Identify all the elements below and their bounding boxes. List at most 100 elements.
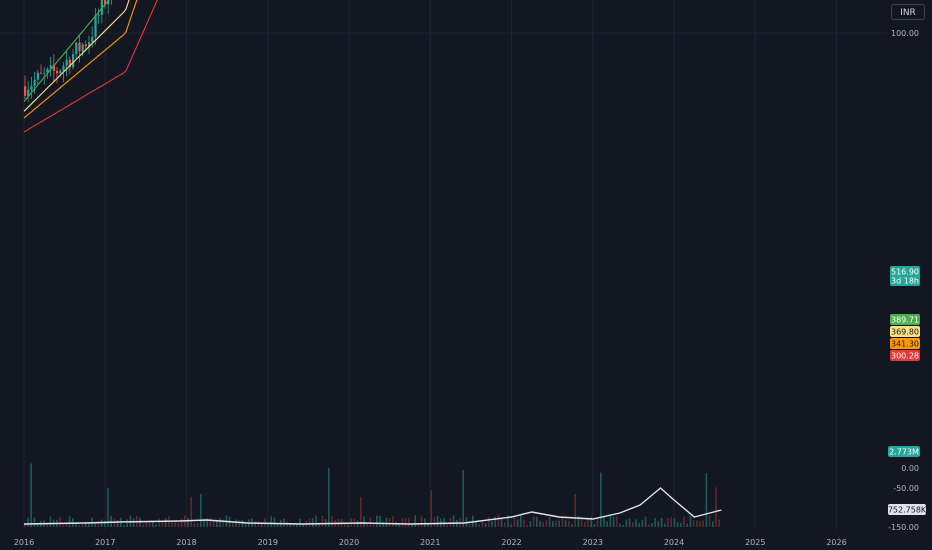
volume-bar <box>670 516 672 527</box>
volume-bar <box>568 520 570 527</box>
volume-bar <box>616 516 618 527</box>
volume-bar <box>491 521 493 527</box>
volume-bar <box>388 517 391 527</box>
volume-bar <box>347 524 349 527</box>
price-badge-bg <box>890 338 920 349</box>
volume-bar <box>145 521 148 527</box>
volume-bar <box>596 518 599 527</box>
volume-badge-bg <box>888 446 920 457</box>
volume-bar <box>177 523 180 527</box>
time-tick-label: 2024 <box>664 538 684 547</box>
moving-averages <box>23 0 158 133</box>
volume-bar <box>625 519 628 527</box>
volume-bar <box>46 523 48 527</box>
volume-bar <box>449 517 452 527</box>
volume-bar <box>411 524 413 527</box>
time-tick-label: 2022 <box>501 538 521 547</box>
volume-bar <box>433 516 436 527</box>
volume-bar <box>49 516 52 527</box>
currency-button[interactable]: INR <box>891 4 925 20</box>
volume-bar <box>587 517 589 527</box>
candles-series <box>24 0 112 103</box>
volume-bar <box>667 517 669 527</box>
volume-bar <box>484 523 487 527</box>
volume-bar <box>200 493 202 527</box>
volume-bar <box>651 522 653 527</box>
volume-bar <box>539 520 541 527</box>
candle-body <box>68 59 71 68</box>
volume-bar <box>75 522 77 527</box>
volume-bar <box>680 522 682 527</box>
volume-bar <box>440 518 442 527</box>
volume-bar <box>468 524 471 527</box>
volume-bar <box>312 518 314 527</box>
volume-bar <box>513 517 516 527</box>
price-badge-sublabel: 3d 18h <box>891 277 919 286</box>
volume-bar <box>699 521 701 527</box>
volume-bar <box>289 524 292 527</box>
volume-bar <box>321 516 324 527</box>
volume-bar <box>104 520 106 527</box>
volume-bar <box>494 516 496 527</box>
volume-bar <box>452 515 455 527</box>
volume-bar <box>331 516 333 527</box>
time-tick-label: 2018 <box>176 538 196 547</box>
volume-bar <box>318 522 320 527</box>
volume-bar <box>635 519 637 527</box>
volume-bar <box>584 522 586 527</box>
volume-bar <box>580 516 583 527</box>
price-badge-bg <box>890 314 920 325</box>
volume-bar <box>78 524 80 527</box>
axes: 1,050.001,000.00950.00900.00850.00750.00… <box>14 29 919 547</box>
volume-bar <box>536 516 538 527</box>
volume-bar <box>398 522 400 527</box>
time-tick-label: 2020 <box>339 538 359 547</box>
volume-bar <box>100 519 103 527</box>
volume-bar <box>385 517 388 527</box>
volume-bar <box>481 520 484 527</box>
volume-bar <box>660 518 663 527</box>
volume-bar <box>171 520 173 527</box>
volume-bar <box>36 523 39 527</box>
volume-bar <box>299 518 301 527</box>
price-badge-label: 516.90 <box>891 268 919 277</box>
volume-bar <box>273 517 276 527</box>
volume-bar <box>488 516 490 527</box>
volume-bar <box>132 518 135 527</box>
volume-bar <box>696 520 698 527</box>
volume-bar <box>443 517 445 527</box>
volume-bar <box>264 518 266 527</box>
volume-bar <box>376 515 378 527</box>
volume-bar <box>523 520 525 527</box>
volume-bar <box>424 518 426 527</box>
volume-bar <box>641 520 644 527</box>
candle-body <box>91 36 94 43</box>
volume-bar <box>712 521 714 527</box>
volume-bar <box>500 517 503 527</box>
volume-bar <box>235 519 237 527</box>
time-tick-label: 2025 <box>745 538 765 547</box>
volume-bar <box>542 521 544 527</box>
volume-bar <box>328 468 330 527</box>
time-tick-label: 2017 <box>95 538 115 547</box>
volume-bar <box>436 515 439 527</box>
volume-bar <box>548 516 551 527</box>
candle-body <box>81 44 84 52</box>
volume-bar <box>619 523 621 527</box>
price-badge-label: 341.30 <box>891 340 919 349</box>
volume-bar <box>475 521 477 527</box>
price-badge-bg <box>890 326 920 337</box>
volume-bar <box>689 515 692 527</box>
volume-bar <box>379 515 381 527</box>
volume-bar <box>564 520 567 527</box>
volume-bar <box>462 469 464 527</box>
moving-average-line <box>23 0 158 133</box>
volume-bar <box>81 524 84 527</box>
candle-body <box>49 65 52 69</box>
volume-bar <box>401 517 404 527</box>
candle-body <box>40 72 43 74</box>
volume-bar <box>97 520 100 527</box>
volume-bar <box>222 519 224 527</box>
